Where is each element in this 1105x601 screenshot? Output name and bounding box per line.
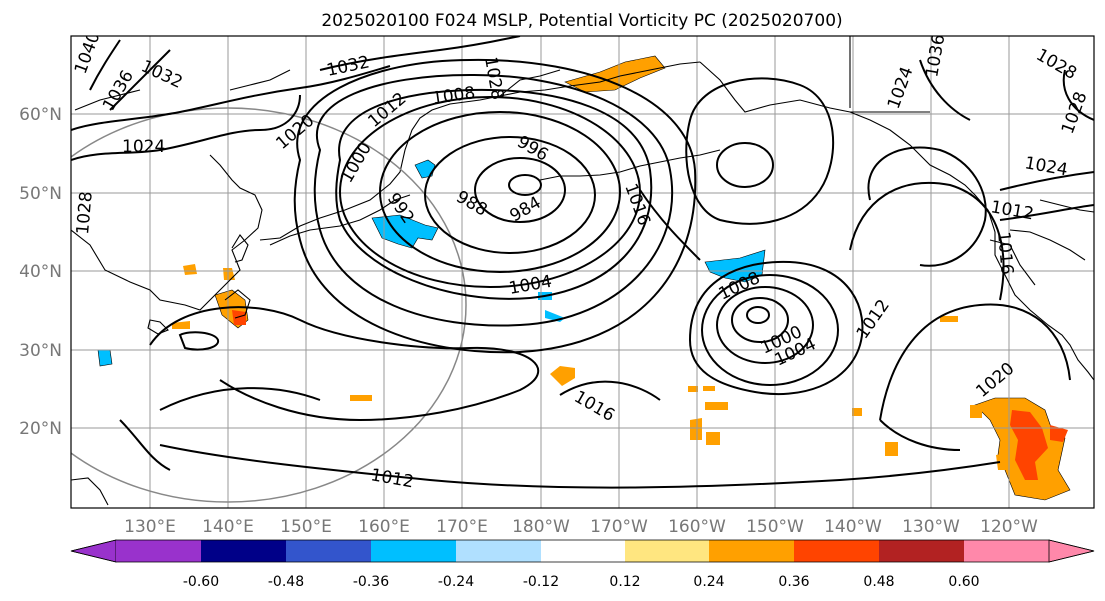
isobar-label: 1028	[73, 191, 97, 236]
lon-label: 150°W	[746, 517, 804, 537]
colorbar-tick-label: 0.48	[863, 574, 894, 590]
lon-label: 170°W	[590, 517, 648, 537]
lat-label: 30°N	[19, 341, 62, 361]
lon-label: 170°E	[436, 517, 488, 537]
colorbar-segment	[625, 540, 709, 562]
mslp-isobars	[71, 36, 1094, 489]
colorbar-segment	[541, 540, 625, 562]
lon-label: 120°W	[980, 517, 1038, 537]
lat-label: 20°N	[19, 419, 62, 439]
isobar-label: 1016	[993, 231, 1017, 276]
colorbar-tick-label: -0.12	[523, 574, 559, 590]
colorbar-segment	[116, 540, 201, 562]
colorbar-tick-label: -0.60	[183, 574, 219, 590]
colorbar-segment	[879, 540, 964, 562]
colorbar-tick-label: -0.24	[438, 574, 474, 590]
lon-label: 160°W	[668, 517, 726, 537]
map-title: 2025020100 F024 MSLP, Potential Vorticit…	[321, 11, 842, 31]
colorbar-tick-label: -0.36	[353, 574, 389, 590]
pv-positive-anomalies	[172, 55, 1071, 501]
map-panel: 1040 1036 1032 1032 1028 1024 1028 1020 …	[71, 36, 1094, 508]
colorbar: -0.60 -0.48 -0.36 -0.24 -0.12 0.12 0.24 …	[70, 539, 1095, 590]
colorbar-tick-label: 0.24	[693, 574, 724, 590]
lon-label: 140°W	[824, 517, 882, 537]
lat-label: 60°N	[19, 105, 62, 125]
colorbar-under-extension	[70, 539, 117, 563]
lon-label: 150°E	[280, 517, 332, 537]
range-circle	[71, 107, 467, 503]
colorbar-tick-label: 0.60	[948, 574, 979, 590]
lat-label: 40°N	[19, 262, 62, 282]
colorbar-segment	[709, 540, 794, 562]
map-frame	[70, 35, 1095, 509]
colorbar-segment	[286, 540, 371, 562]
lon-label: 130°W	[902, 517, 960, 537]
latitude-labels: 60°N 50°N 40°N 30°N 20°N	[19, 105, 62, 439]
lat-label: 50°N	[19, 184, 62, 204]
coastlines	[71, 36, 1094, 506]
isobar-label: 1024	[122, 137, 165, 157]
colorbar-over-extension	[1048, 539, 1095, 563]
colorbar-segment	[201, 540, 286, 562]
colorbar-segment	[456, 540, 541, 562]
colorbar-tick-label: -0.48	[268, 574, 304, 590]
lon-label: 180°W	[512, 517, 570, 537]
colorbar-segment	[794, 540, 879, 562]
colorbar-tick-label: 0.12	[609, 574, 640, 590]
lon-label: 130°E	[124, 517, 176, 537]
colorbar-segment	[964, 540, 1049, 562]
colorbar-tick-label: 0.36	[778, 574, 809, 590]
longitude-labels: 130°E 140°E 150°E 160°E 170°E 180°W 170°…	[124, 517, 1038, 537]
lon-label: 160°E	[358, 517, 410, 537]
colorbar-segment	[371, 540, 456, 562]
lon-label: 140°E	[202, 517, 254, 537]
